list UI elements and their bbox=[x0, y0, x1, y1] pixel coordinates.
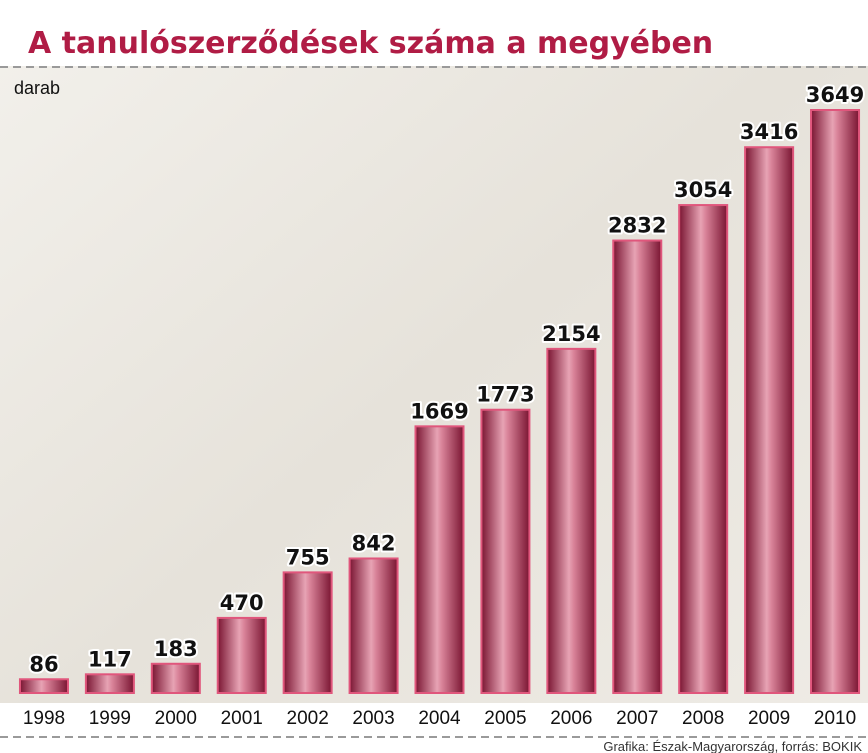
x-tick-label: 1999 bbox=[89, 708, 131, 729]
value-label: 3054 bbox=[674, 178, 732, 202]
source: Grafika: Észak-Magyarország, forrás: BOK… bbox=[603, 739, 862, 753]
value-label: 3649 bbox=[806, 83, 864, 107]
unit-label: darab bbox=[14, 78, 60, 98]
x-tick-label: 2003 bbox=[352, 708, 394, 729]
x-tick-label: 2010 bbox=[814, 708, 856, 729]
value-label: 117 bbox=[88, 647, 132, 671]
x-tick-label: 2008 bbox=[682, 708, 724, 729]
x-tick-label: 2009 bbox=[748, 708, 790, 729]
value-label: 755 bbox=[286, 545, 330, 569]
value-label: 1773 bbox=[476, 383, 534, 407]
bar bbox=[679, 205, 727, 693]
bar bbox=[416, 426, 464, 693]
value-label: 842 bbox=[352, 531, 396, 555]
value-label: 470 bbox=[220, 591, 264, 615]
value-label: 3416 bbox=[740, 120, 798, 144]
bar bbox=[481, 410, 529, 693]
value-label: 2832 bbox=[608, 214, 666, 238]
bar bbox=[745, 147, 793, 693]
x-tick-label: 2007 bbox=[616, 708, 658, 729]
value-label: 86 bbox=[29, 652, 58, 676]
bar bbox=[284, 572, 332, 693]
value-label: 2154 bbox=[542, 322, 600, 346]
x-tick-label: 2000 bbox=[155, 708, 197, 729]
bar bbox=[613, 241, 661, 693]
bar bbox=[218, 618, 266, 693]
bar bbox=[350, 558, 398, 693]
chart-title: A tanulószerződések száma a megyében bbox=[28, 26, 713, 61]
x-tick-label: 2004 bbox=[418, 708, 461, 729]
bar bbox=[811, 110, 859, 693]
bar bbox=[152, 664, 200, 693]
bar bbox=[86, 674, 134, 693]
chart: A tanulószerződések száma a megyében dar… bbox=[0, 0, 868, 753]
value-label: 1669 bbox=[410, 399, 468, 423]
x-tick-label: 2001 bbox=[221, 708, 263, 729]
x-tick-label: 2005 bbox=[484, 708, 526, 729]
x-tick-label: 2002 bbox=[287, 708, 329, 729]
value-label: 183 bbox=[154, 637, 198, 661]
x-tick-label: 2006 bbox=[550, 708, 592, 729]
bar bbox=[20, 679, 68, 693]
x-tick-label: 1998 bbox=[23, 708, 65, 729]
bar bbox=[547, 349, 595, 693]
